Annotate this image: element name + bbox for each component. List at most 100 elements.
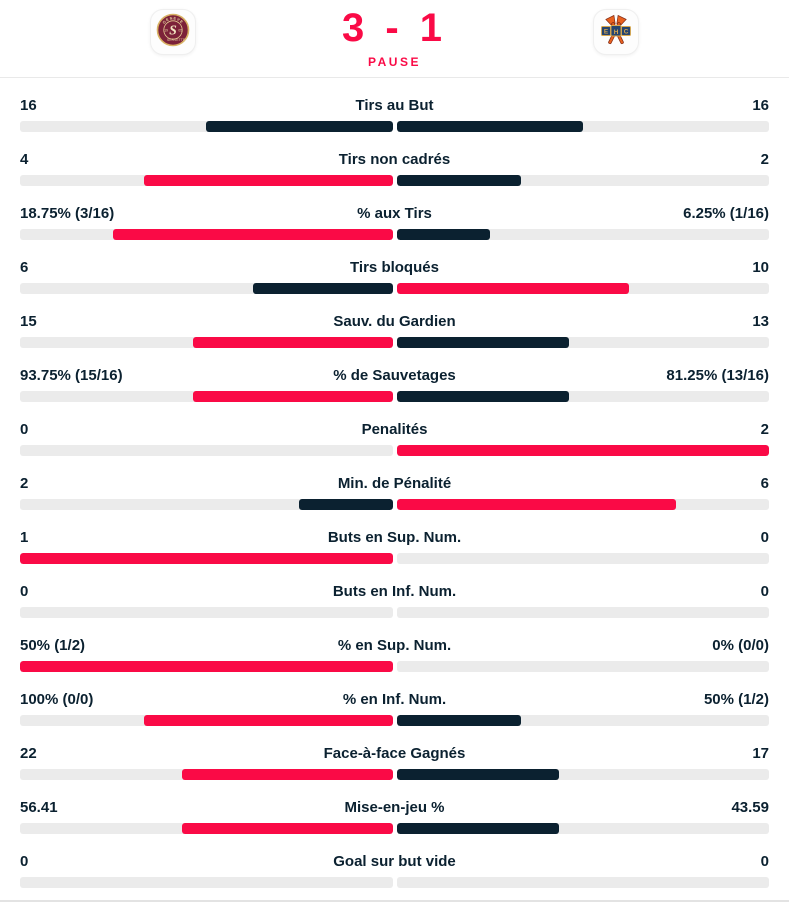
score-text: 3 - 1 [341, 6, 448, 50]
stat-line: 50% (1/2) % en Sup. Num. 0% (0/0) [20, 637, 769, 655]
stat-row: 93.75% (15/16) % de Sauvetages 81.25% (1… [20, 367, 769, 421]
bar-track-away [396, 175, 769, 186]
bar-fill-away [396, 283, 630, 294]
bar-track-home [20, 607, 393, 618]
stat-label: % aux Tirs [357, 205, 432, 222]
stat-line: 0 Buts en Inf. Num. 0 [20, 583, 769, 601]
bar-track-away [396, 391, 769, 402]
stat-value-away: 6.25% (1/16) [683, 205, 769, 222]
stat-value-home: 4 [20, 151, 29, 168]
stat-row: 22 Face-à-face Gagnés 17 [20, 745, 769, 799]
bar-track-home [20, 715, 393, 726]
stat-line: 56.41 Mise-en-jeu % 43.59 [20, 799, 769, 817]
stat-label: Tirs non cadrés [338, 151, 451, 168]
stat-row: 0 Goal sur but vide 0 [20, 853, 769, 907]
stat-value-home: 0 [20, 853, 29, 870]
ehc-biel-logo-icon: E H C [596, 10, 636, 55]
bar-track-away [396, 229, 769, 240]
stat-bar [20, 121, 769, 132]
bar-track-home [20, 553, 393, 564]
stat-value-away: 0 [760, 529, 769, 546]
stat-row: 2 Min. de Pénalité 6 [20, 475, 769, 529]
stat-value-home: 100% (0/0) [20, 691, 94, 708]
bar-track-away [396, 283, 769, 294]
stat-row: 56.41 Mise-en-jeu % 43.59 [20, 799, 769, 853]
stat-row: 0 Buts en Inf. Num. 0 [20, 583, 769, 637]
bar-track-away [396, 823, 769, 834]
stat-row: 15 Sauv. du Gardien 13 [20, 313, 769, 367]
stat-label: Mise-en-jeu % [344, 799, 445, 816]
stat-line: 4 Tirs non cadrés 2 [20, 151, 769, 169]
stat-line: 100% (0/0) % en Inf. Num. 50% (1/2) [20, 691, 769, 709]
stat-label: Tirs au But [355, 97, 434, 114]
stat-value-home: 1 [20, 529, 29, 546]
bar-track-home [20, 229, 393, 240]
stat-value-away: 16 [752, 97, 769, 114]
stat-label: % de Sauvetages [333, 367, 456, 384]
stat-value-away: 0% (0/0) [712, 637, 769, 654]
svg-text:05: 05 [178, 28, 182, 32]
bar-fill-away [396, 175, 521, 186]
stat-line: 18.75% (3/16) % aux Tirs 6.25% (1/16) [20, 205, 769, 223]
stat-line: 15 Sauv. du Gardien 13 [20, 313, 769, 331]
stat-row: 18.75% (3/16) % aux Tirs 6.25% (1/16) [20, 205, 769, 259]
bottom-divider [0, 900, 789, 902]
bar-fill-home [206, 121, 393, 132]
stat-bar [20, 337, 769, 348]
bar-fill-away [396, 715, 521, 726]
bar-fill-away [396, 121, 583, 132]
geneve-servette-logo-icon: GENEVE 19 05 SERVETTE S [153, 10, 193, 55]
stat-value-home: 16 [20, 97, 37, 114]
bar-fill-home [20, 553, 393, 564]
bar-fill-away [396, 499, 676, 510]
stat-value-away: 10 [752, 259, 769, 276]
bar-fill-away [396, 229, 490, 240]
stat-label: Buts en Sup. Num. [327, 529, 462, 546]
stat-bar [20, 715, 769, 726]
stat-value-home: 0 [20, 583, 29, 600]
svg-text:H: H [614, 28, 619, 35]
stat-bar [20, 499, 769, 510]
bar-track-away [396, 769, 769, 780]
stat-bar [20, 283, 769, 294]
bar-fill-away [396, 769, 559, 780]
stat-row: 50% (1/2) % en Sup. Num. 0% (0/0) [20, 637, 769, 691]
bar-fill-away [396, 445, 769, 456]
bar-fill-home [182, 769, 393, 780]
home-team-logo[interactable]: GENEVE 19 05 SERVETTE S [150, 9, 196, 55]
bar-track-away [396, 499, 769, 510]
bar-track-home [20, 121, 393, 132]
stat-value-home: 0 [20, 421, 29, 438]
stat-line: 16 Tirs au But 16 [20, 97, 769, 115]
stat-label: % en Sup. Num. [337, 637, 452, 654]
bar-track-home [20, 499, 393, 510]
stat-value-home: 93.75% (15/16) [20, 367, 123, 384]
stat-value-away: 43.59 [731, 799, 769, 816]
bar-fill-home [113, 229, 393, 240]
stat-value-away: 0 [760, 853, 769, 870]
stat-line: 22 Face-à-face Gagnés 17 [20, 745, 769, 763]
bar-fill-home [192, 337, 393, 348]
svg-text:S: S [169, 22, 177, 37]
bar-track-home [20, 661, 393, 672]
stat-value-away: 2 [760, 151, 769, 168]
bar-fill-home [299, 499, 393, 510]
stat-label: Sauv. du Gardien [333, 313, 456, 330]
bar-fill-home [144, 715, 393, 726]
stat-value-away: 0 [760, 583, 769, 600]
bar-fill-home [252, 283, 393, 294]
bar-track-home [20, 391, 393, 402]
stat-row: 100% (0/0) % en Inf. Num. 50% (1/2) [20, 691, 769, 745]
stat-value-away: 13 [752, 313, 769, 330]
bar-fill-away [396, 391, 570, 402]
match-header: GENEVE 19 05 SERVETTE S 3 - 1 PAUSE [0, 0, 789, 78]
svg-text:C: C [624, 28, 629, 35]
bar-fill-home [182, 823, 393, 834]
bar-fill-home [144, 175, 393, 186]
bar-track-away [396, 607, 769, 618]
stat-row: 4 Tirs non cadrés 2 [20, 151, 769, 205]
stat-value-away: 17 [752, 745, 769, 762]
stat-bar [20, 769, 769, 780]
away-team-logo[interactable]: E H C [593, 9, 639, 55]
stat-line: 2 Min. de Pénalité 6 [20, 475, 769, 493]
